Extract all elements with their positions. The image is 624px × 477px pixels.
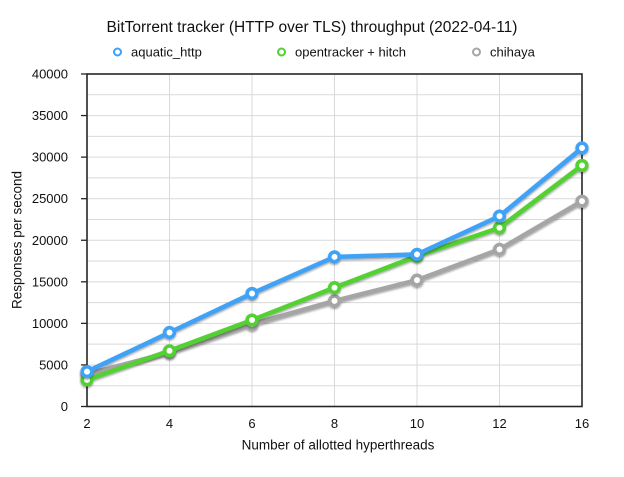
y-axis-ticks [81,73,87,408]
data-point-marker [162,344,177,358]
y-tick-label: 0 [61,399,68,414]
data-point-marker [492,242,507,256]
y-axis-tick-labels: 0 5000 10000 15000 20000 25000 30000 35000 40000 [32,67,68,415]
data-point-marker [327,281,342,295]
y-axis-title: Responses per second [9,170,25,310]
gridlines [87,74,582,407]
legend-label: aquatic_http [131,44,202,60]
y-tick-label: 35000 [32,108,68,123]
legend-marker-circle-icon [277,47,286,57]
y-tick-label: 20000 [32,233,68,248]
data-point-marker [492,209,507,223]
series-aquatic-http [80,141,589,379]
plot-frame [86,73,583,408]
data-point-marker [245,286,259,301]
y-tick-label: 15000 [32,274,68,289]
x-tick-label: 16 [575,416,589,431]
x-tick-label: 8 [331,416,338,431]
chart-title: BitTorrent tracker (HTTP over TLS) throu… [106,19,518,36]
data-point-marker [410,273,424,287]
legend-item-chihaya: chihaya [472,45,535,60]
series-opentracker-hitch [80,158,589,387]
legend-marker-circle-icon [113,47,122,57]
x-tick-label: 10 [410,416,424,431]
legend-item-opentracker-hitch: opentracker + hitch [277,45,406,60]
x-tick-label: 12 [492,416,506,431]
y-tick-label: 30000 [32,150,68,165]
legend-label: opentracker + hitch [295,44,406,60]
y-tick-label: 5000 [39,357,68,372]
y-tick-label: 25000 [32,191,68,206]
y-tick-label: 10000 [32,316,68,331]
legend-marker-circle-icon [472,47,481,57]
data-point-marker [492,221,507,235]
data-point-marker [162,325,177,340]
data-point-marker [80,364,94,379]
x-tick-label: 4 [166,416,173,431]
data-point-marker [327,250,342,264]
data-point-marker [245,313,259,327]
x-axis-tick-labels: 2 4 6 8 10 12 16 [83,416,589,431]
data-point-marker [410,247,424,261]
data-point-marker [575,158,589,173]
data-point-marker [575,141,589,155]
x-axis-title: Number of allotted hyperthreads [241,437,435,453]
x-tick-label: 6 [248,416,255,431]
legend-item-aquatic-http: aquatic_http [113,45,202,60]
x-tick-label: 2 [83,416,90,431]
data-point-marker [327,294,342,308]
y-tick-label: 40000 [32,67,68,82]
data-point-marker [575,194,589,208]
legend-label: chihaya [490,44,535,60]
